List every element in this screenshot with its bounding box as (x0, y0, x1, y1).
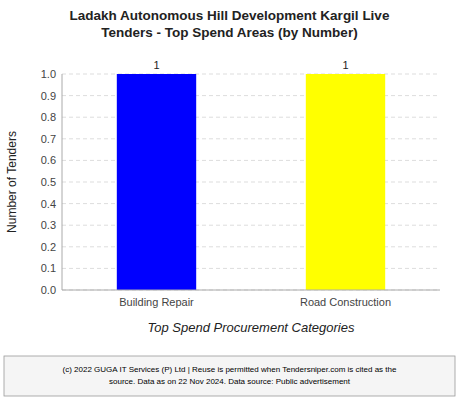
x-tick-label: Building Repair (119, 296, 194, 308)
grid (62, 74, 440, 290)
y-axis (62, 74, 63, 290)
y-tick-label: 0.1 (41, 262, 56, 274)
chart: Ladakh Autonomous Hill Development Kargi… (0, 0, 459, 400)
data-label: 1 (342, 59, 348, 71)
y-tick-label: 1.0 (41, 68, 56, 80)
footer-box (4, 356, 455, 396)
y-tick-label: 0.6 (41, 154, 56, 166)
bars (117, 74, 385, 290)
footer-text: (c) 2022 GUGA IT Services (P) Ltd | Reus… (63, 365, 397, 386)
y-tick-label: 0.0 (41, 284, 56, 296)
x-axis-label: Top Spend Procurement Categories (148, 320, 355, 335)
data-label: 1 (153, 59, 159, 71)
y-axis-label: Number of Tenders (5, 131, 19, 233)
y-tick-label: 0.3 (41, 219, 56, 231)
y-tick-label: 0.8 (41, 111, 56, 123)
y-tick-label: 0.5 (41, 176, 56, 188)
y-tick-label: 0.7 (41, 133, 56, 145)
y-tick-label: 0.2 (41, 241, 56, 253)
x-axis (62, 290, 440, 291)
y-tick-label: 0.9 (41, 90, 56, 102)
bar (306, 74, 385, 290)
bar (117, 74, 196, 290)
grid-line (62, 290, 440, 291)
y-tick-label: 0.4 (41, 198, 56, 210)
x-tick-label: Road Construction (300, 296, 391, 308)
title: Ladakh Autonomous Hill Development Kargi… (70, 8, 390, 40)
